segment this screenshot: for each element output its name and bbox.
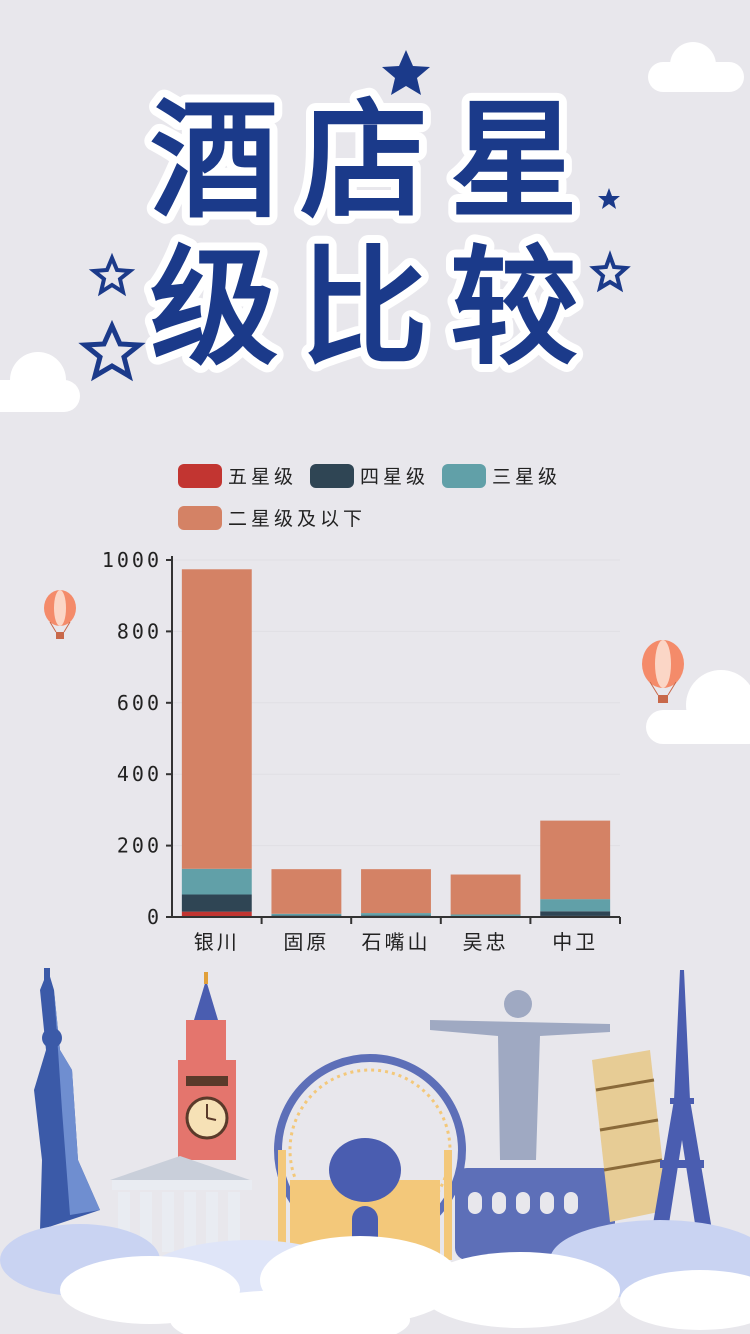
- legend-swatch[interactable]: [310, 464, 354, 488]
- legend-swatch[interactable]: [442, 464, 486, 488]
- big-ben-icon: [178, 972, 236, 1160]
- star-outline-icon: [88, 252, 136, 297]
- x-category-label: 固原: [283, 930, 329, 954]
- statue-of-liberty-icon: [34, 968, 100, 1230]
- bar-segment[interactable]: [361, 869, 431, 914]
- title-line-1: 酒店星: [150, 87, 600, 236]
- bar-segment[interactable]: [540, 911, 611, 916]
- bar-segment[interactable]: [181, 569, 252, 869]
- bar-segment[interactable]: [181, 894, 252, 912]
- bar-segment[interactable]: [271, 869, 342, 914]
- y-tick-label: 0: [147, 905, 162, 929]
- legend-swatch[interactable]: [178, 506, 222, 530]
- y-tick-label: 600: [117, 691, 162, 715]
- bar-segment[interactable]: [540, 820, 611, 900]
- y-tick-label: 400: [117, 762, 162, 786]
- y-tick-label: 800: [117, 619, 162, 643]
- foreground-clouds: [0, 1220, 750, 1334]
- chart-bars: [181, 569, 611, 917]
- x-category-label: 中卫: [552, 930, 598, 954]
- bar-segment[interactable]: [450, 874, 521, 915]
- bar-segment[interactable]: [181, 868, 252, 895]
- legend-label[interactable]: 五星级: [228, 466, 297, 488]
- christ-the-redeemer-icon: [430, 990, 610, 1160]
- x-category-label: 银川: [194, 930, 240, 954]
- title-line-2: 级比较: [150, 234, 600, 383]
- legend-swatch[interactable]: [178, 464, 222, 488]
- legend-label[interactable]: 二星级及以下: [228, 508, 366, 530]
- y-tick-label: 200: [117, 834, 162, 858]
- y-tick-label: 1000: [102, 548, 162, 572]
- star-outline-icon: [589, 250, 631, 293]
- leaning-tower-of-pisa-icon: [592, 1050, 668, 1222]
- bar-segment[interactable]: [450, 914, 521, 916]
- cloud-left-puff: [10, 352, 66, 408]
- hot-air-balloon-icon: [44, 590, 76, 639]
- star-icon: [598, 188, 620, 209]
- title-area: 酒店星 级比较: [78, 50, 631, 391]
- legend-label[interactable]: 四星级: [360, 466, 429, 488]
- legend-label[interactable]: 三星级: [492, 466, 561, 488]
- eiffel-tower-icon: [652, 970, 712, 1230]
- bar-segment[interactable]: [181, 911, 252, 917]
- star-icon: [382, 50, 430, 95]
- hot-air-balloon-icon: [642, 640, 684, 703]
- bar-segment[interactable]: [361, 913, 431, 916]
- bar-segment[interactable]: [540, 899, 611, 912]
- bar-segment[interactable]: [271, 913, 342, 916]
- star-outline-icon: [78, 319, 146, 382]
- x-category-label: 石嘴山: [362, 930, 431, 954]
- cloud-right-puff: [686, 670, 750, 740]
- x-category-label: 吴忠: [463, 930, 509, 954]
- cloud-top-right-puff: [670, 42, 716, 88]
- world-landmarks-illustration: [0, 968, 750, 1334]
- chart-axes: 0 200 400 600 800 1000 银川 固原 石嘴山 吴忠 中卫: [102, 548, 621, 954]
